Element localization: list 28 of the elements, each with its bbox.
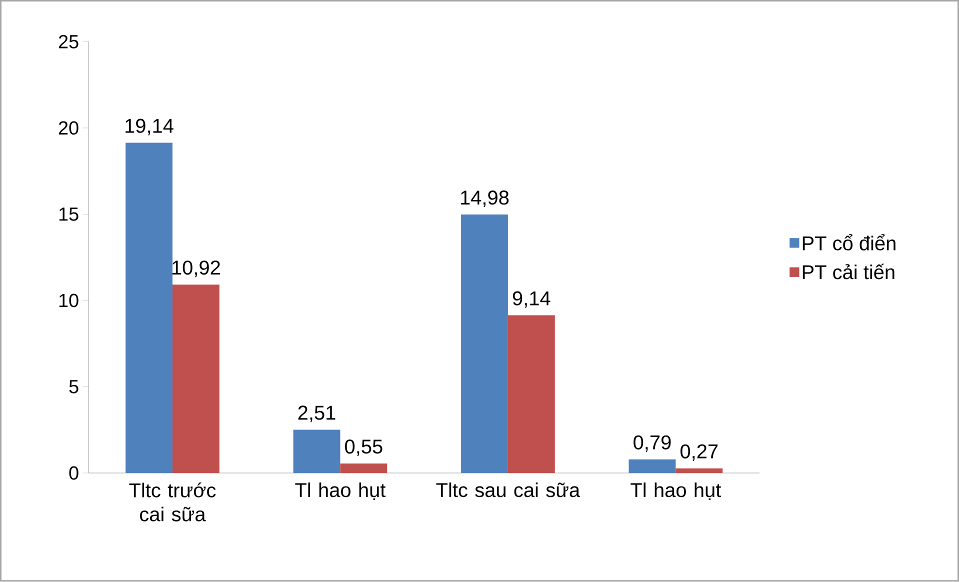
x-tick-label: Tltc trước cai sữa [129,482,216,522]
data-label: 9,14 [512,291,550,308]
y-tick-label: 0 [69,466,78,480]
bar [293,430,340,474]
data-label: 0,79 [634,436,671,452]
bar [126,142,172,474]
legend-label: PT cổ điển [802,234,896,251]
data-label: 10,92 [172,260,220,278]
y-tick-label: 5 [69,380,78,394]
data-label: 0,27 [680,444,718,462]
x-tick-label: Tl hao hụt [295,482,386,500]
legend-label: PT cải tiến [802,264,894,280]
x-tick-label: Tltc sau cai sữa [436,482,580,498]
bar [676,468,723,474]
bar [172,284,220,474]
y-tick-label: 20 [58,121,78,135]
bar [340,464,388,474]
bar [461,214,508,474]
data-label: 0,55 [345,440,382,456]
bar [628,460,676,474]
data-label: 14,98 [461,190,509,208]
bar [508,316,555,474]
data-label: 19,14 [126,118,174,136]
y-tick-label: 10 [59,294,78,308]
y-tick-label: 25 [58,35,78,49]
x-tick-label: Tl hao hụt [630,482,722,500]
data-label: 2,51 [298,406,336,422]
y-tick-label: 15 [59,208,78,222]
